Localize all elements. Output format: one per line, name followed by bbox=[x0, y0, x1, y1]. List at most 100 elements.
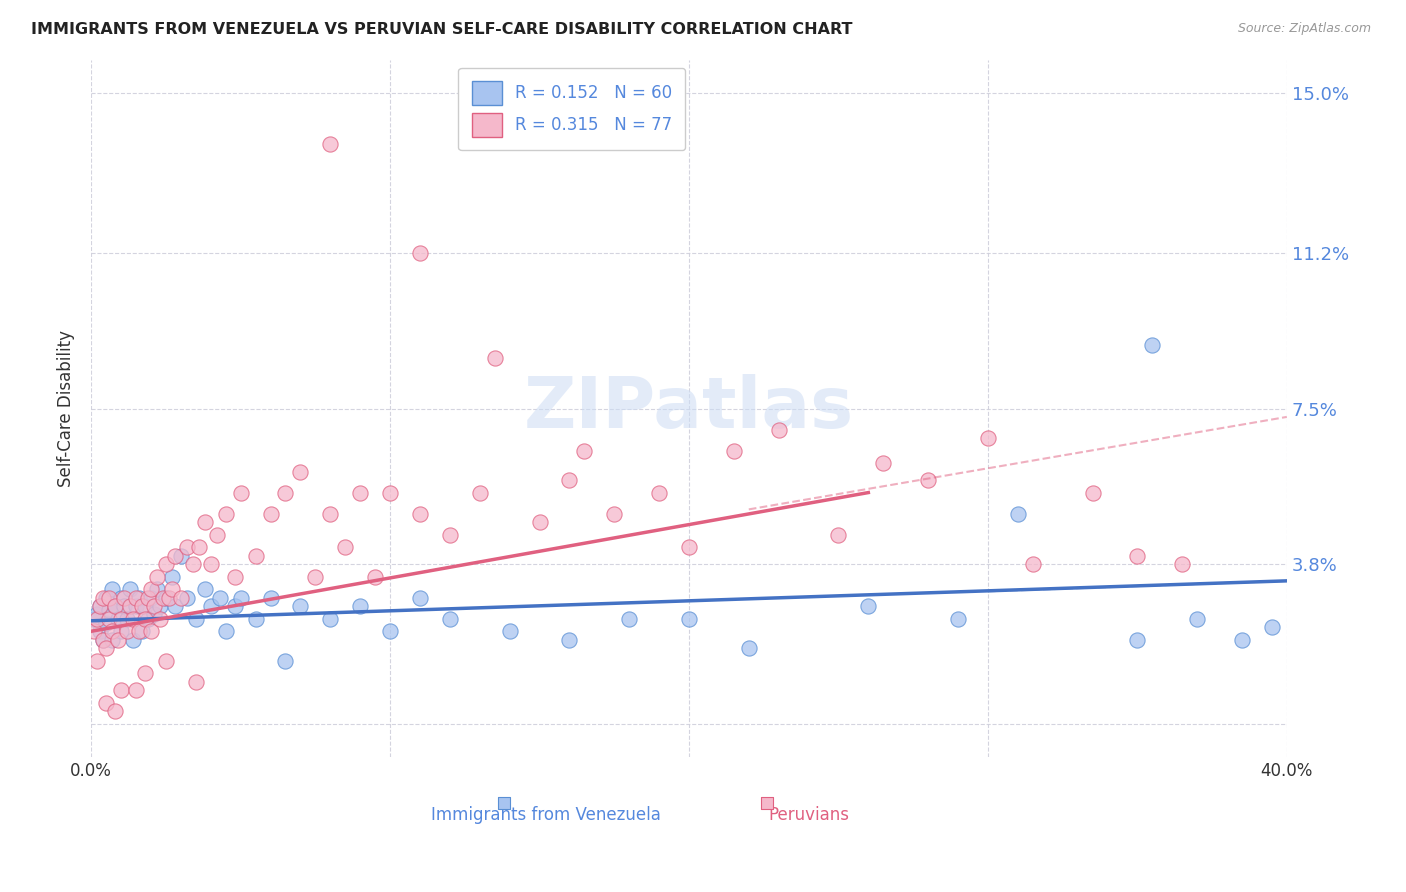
Point bbox=[187, 540, 209, 554]
Point bbox=[603, 507, 626, 521]
Point bbox=[91, 591, 114, 605]
Point bbox=[149, 599, 172, 613]
Point bbox=[104, 599, 127, 613]
Point bbox=[112, 599, 135, 613]
Point bbox=[128, 624, 150, 639]
Point bbox=[115, 612, 138, 626]
Point bbox=[319, 612, 342, 626]
Point bbox=[160, 569, 183, 583]
Point bbox=[118, 582, 141, 597]
Text: Source: ZipAtlas.com: Source: ZipAtlas.com bbox=[1237, 22, 1371, 36]
Point bbox=[1261, 620, 1284, 634]
Point bbox=[149, 612, 172, 626]
Point bbox=[146, 569, 169, 583]
Point bbox=[94, 591, 117, 605]
Point bbox=[619, 612, 641, 626]
Point bbox=[738, 641, 761, 656]
Point bbox=[917, 473, 939, 487]
Point bbox=[229, 485, 252, 500]
Point bbox=[122, 612, 145, 626]
Point bbox=[364, 569, 387, 583]
Y-axis label: Self-Care Disability: Self-Care Disability bbox=[58, 330, 75, 487]
Point bbox=[184, 612, 207, 626]
Point bbox=[319, 507, 342, 521]
Point bbox=[439, 527, 461, 541]
Point bbox=[110, 591, 132, 605]
Point bbox=[245, 549, 267, 563]
Point bbox=[768, 423, 790, 437]
Point bbox=[176, 540, 198, 554]
Point bbox=[170, 549, 193, 563]
Point bbox=[274, 654, 297, 668]
Point bbox=[274, 485, 297, 500]
Point bbox=[409, 591, 432, 605]
Point bbox=[134, 599, 156, 613]
Point bbox=[1081, 485, 1104, 500]
Point bbox=[112, 591, 135, 605]
Point bbox=[98, 591, 121, 605]
Point bbox=[574, 443, 596, 458]
Point bbox=[1007, 507, 1029, 521]
Text: ZIPatlas: ZIPatlas bbox=[524, 374, 853, 443]
Point bbox=[134, 666, 156, 681]
Point bbox=[94, 696, 117, 710]
Point bbox=[146, 582, 169, 597]
Point bbox=[86, 612, 108, 626]
Point bbox=[115, 624, 138, 639]
Text: IMMIGRANTS FROM VENEZUELA VS PERUVIAN SELF-CARE DISABILITY CORRELATION CHART: IMMIGRANTS FROM VENEZUELA VS PERUVIAN SE… bbox=[31, 22, 852, 37]
Point bbox=[378, 485, 401, 500]
Point bbox=[290, 599, 312, 613]
Point bbox=[118, 599, 141, 613]
Point bbox=[160, 582, 183, 597]
Point bbox=[136, 591, 159, 605]
Point bbox=[139, 591, 162, 605]
Point bbox=[224, 569, 246, 583]
Point bbox=[104, 599, 127, 613]
Point bbox=[125, 683, 148, 698]
Point bbox=[349, 599, 371, 613]
Point bbox=[200, 557, 222, 571]
Point bbox=[194, 515, 217, 529]
Point bbox=[91, 632, 114, 647]
Point bbox=[94, 641, 117, 656]
Point bbox=[205, 527, 228, 541]
Point bbox=[439, 612, 461, 626]
Point bbox=[89, 599, 111, 613]
Point bbox=[136, 612, 159, 626]
Point bbox=[484, 351, 506, 365]
Point bbox=[98, 603, 121, 617]
Point bbox=[648, 485, 671, 500]
Point bbox=[290, 465, 312, 479]
Point bbox=[215, 507, 238, 521]
Point bbox=[200, 599, 222, 613]
Point bbox=[91, 632, 114, 647]
Point bbox=[245, 612, 267, 626]
Point bbox=[678, 540, 700, 554]
Point bbox=[558, 632, 581, 647]
Point bbox=[110, 683, 132, 698]
Point bbox=[128, 591, 150, 605]
Point bbox=[86, 607, 108, 622]
Point bbox=[134, 612, 156, 626]
Point bbox=[110, 624, 132, 639]
Point bbox=[107, 612, 129, 626]
Point bbox=[139, 582, 162, 597]
Point bbox=[101, 582, 124, 597]
Point bbox=[1142, 338, 1164, 352]
Point bbox=[125, 599, 148, 613]
Point bbox=[827, 527, 849, 541]
Point bbox=[319, 136, 342, 151]
Point bbox=[468, 485, 491, 500]
Legend: R = 0.152   N = 60, R = 0.315   N = 77: R = 0.152 N = 60, R = 0.315 N = 77 bbox=[458, 68, 685, 150]
Point bbox=[101, 624, 124, 639]
Point bbox=[409, 246, 432, 260]
Point bbox=[304, 569, 326, 583]
Point bbox=[1185, 612, 1208, 626]
Point bbox=[409, 507, 432, 521]
Point bbox=[86, 654, 108, 668]
Point bbox=[378, 624, 401, 639]
Point bbox=[259, 507, 281, 521]
Point bbox=[157, 591, 180, 605]
Point bbox=[872, 456, 894, 470]
Point bbox=[170, 591, 193, 605]
